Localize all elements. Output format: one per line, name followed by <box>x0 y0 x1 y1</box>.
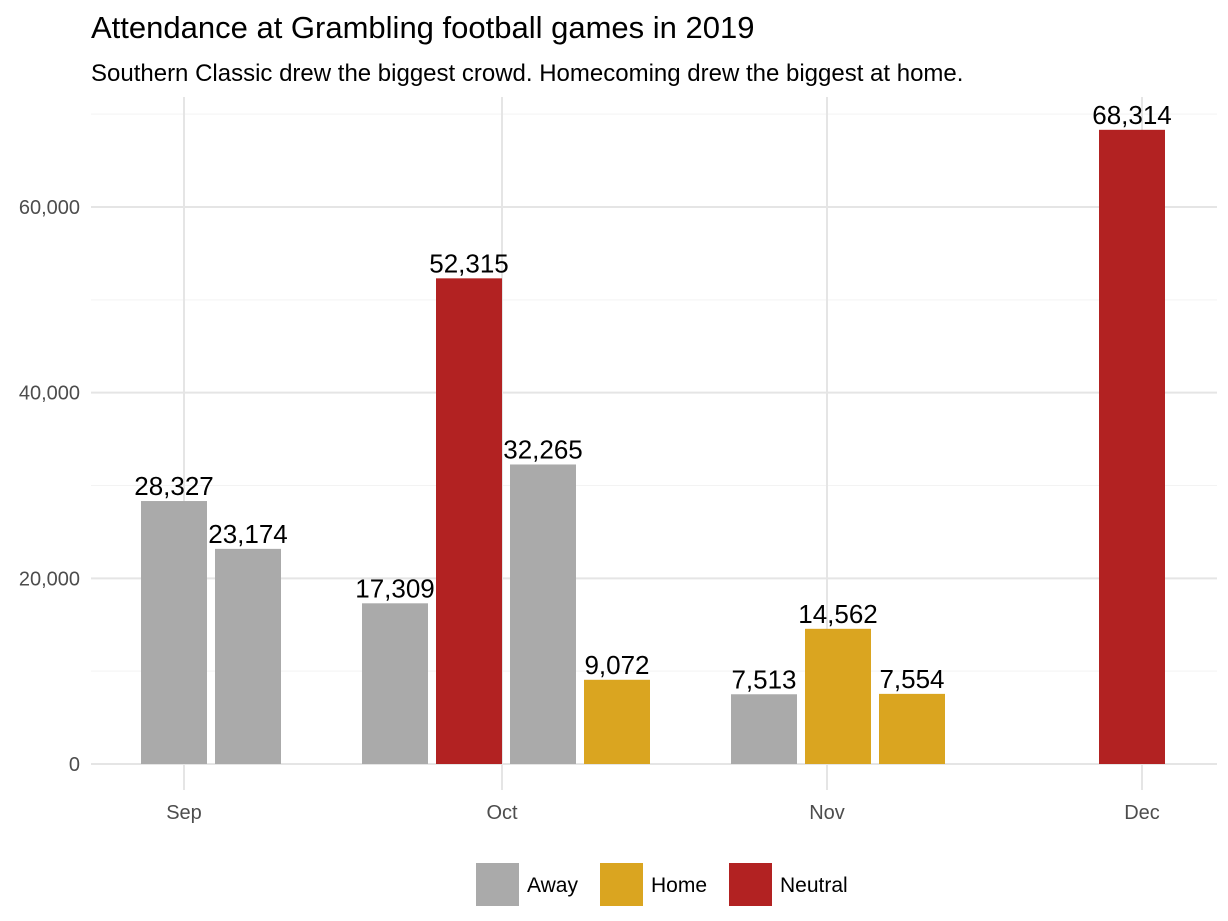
x-axis: Sep Oct Nov Dec <box>166 802 1160 824</box>
legend-label-home: Home <box>651 874 707 897</box>
bars <box>141 129 1165 764</box>
bar-away <box>141 501 207 764</box>
legend-swatch-home <box>600 863 643 906</box>
bar-neutral <box>436 278 502 764</box>
x-tick-label: Oct <box>486 802 518 824</box>
legend: Away Home Neutral <box>476 863 848 906</box>
bar-away <box>362 603 428 764</box>
bar-labels: 28,327 23,174 17,309 52,315 32,265 9,072 7,513… <box>134 100 1172 694</box>
bar-away <box>731 694 797 764</box>
legend-label-away: Away <box>527 874 578 897</box>
bar-value-label: 23,174 <box>208 519 288 549</box>
chart-subtitle: Southern Classic drew the biggest crowd.… <box>91 60 963 87</box>
bar-away <box>215 548 281 764</box>
x-tick-label: Sep <box>166 802 202 824</box>
bar-value-label: 14,562 <box>798 599 878 629</box>
y-axis: 0 20,000 40,000 60,000 <box>19 197 80 776</box>
bar-value-label: 9,072 <box>584 650 649 680</box>
bar-home <box>805 628 871 764</box>
x-tick-label: Dec <box>1124 802 1160 824</box>
chart-title: Attendance at Grambling football games i… <box>91 10 754 45</box>
y-tick-label: 20,000 <box>19 568 80 590</box>
bar-value-label: 32,265 <box>503 434 583 464</box>
bar-value-label: 68,314 <box>1092 100 1172 130</box>
y-tick-label: 60,000 <box>19 197 80 219</box>
bar-away <box>510 464 576 764</box>
y-tick-label: 40,000 <box>19 383 80 405</box>
bar-value-label: 28,327 <box>134 471 214 501</box>
legend-swatch-neutral <box>729 863 772 906</box>
bar-home <box>879 693 945 764</box>
bar-value-label: 7,554 <box>879 664 944 694</box>
bar-value-label: 17,309 <box>355 573 435 603</box>
y-tick-label: 0 <box>69 754 80 776</box>
bar-home <box>584 679 650 764</box>
bar-value-label: 52,315 <box>429 248 509 278</box>
bar-value-label: 7,513 <box>731 664 796 694</box>
bar-neutral <box>1099 129 1165 764</box>
x-tick-label: Nov <box>809 802 845 824</box>
legend-swatch-away <box>476 863 519 906</box>
legend-label-neutral: Neutral <box>780 874 848 897</box>
